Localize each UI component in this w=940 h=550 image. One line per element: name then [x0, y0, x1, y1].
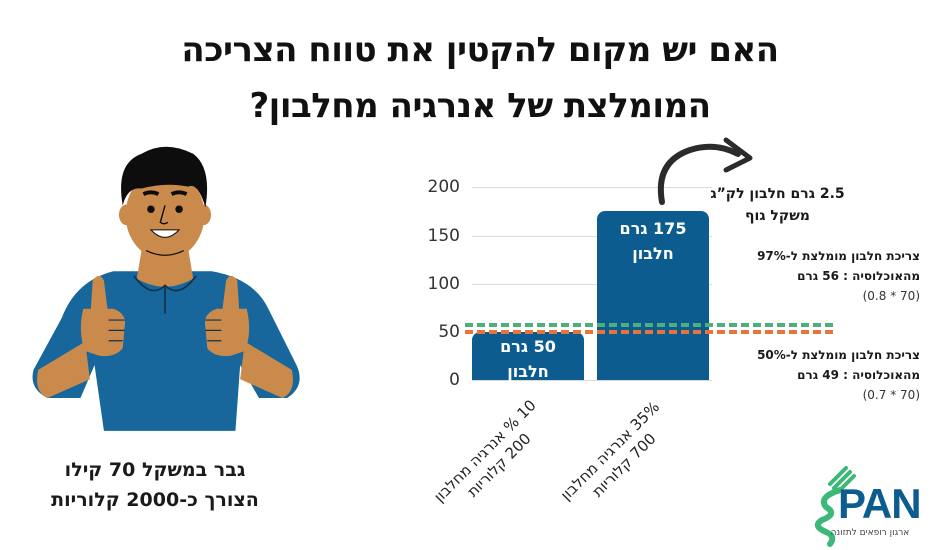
reference-line-97-percent: [465, 323, 833, 327]
y-tick-200: 200: [427, 177, 460, 197]
x-label-35-percent: 35% אנרגיה מחלבון 700 קלוריות: [546, 387, 687, 528]
y-tick-150: 150: [427, 226, 460, 246]
thumbs-up-man-icon: [32, 146, 300, 431]
note-2-5-grams: 2.5 גרם חלבון לק”ג משקל גוף: [700, 183, 855, 227]
note-line-2: מהאוכלוסיה : 49 גרם: [797, 368, 920, 382]
logo-subtitle: ארגון רופאים לתזונה: [830, 528, 910, 538]
bar-label-line-1: 50 גרם: [500, 337, 556, 356]
reference-line-50-percent: [465, 330, 833, 334]
caption-line-1: גבר במשקל 70 קילו: [64, 459, 246, 481]
note-line-2: משקל גוף: [745, 208, 810, 224]
x-label-10-percent: 10 % אנרגיה מחלבון 200 קלוריות: [421, 387, 562, 528]
curved-arrow-icon: [657, 137, 753, 205]
note-97-percent: צריכת חלבון מומלצת ל-97% מהאוכלוסיה : 56…: [730, 246, 920, 306]
y-tick-50: 50: [438, 322, 460, 342]
logo-wordmark: PAN: [838, 480, 922, 527]
gridline-150: [472, 236, 712, 237]
x-label-line-2: 200 קלוריות: [463, 429, 535, 501]
gridline-200: [472, 187, 712, 188]
y-tick-100: 100: [427, 274, 460, 294]
note-line-1: צריכת חלבון מומלצת ל-50%: [757, 348, 920, 362]
gridline-100: [472, 284, 712, 285]
note-line-3: (70 * 0.7): [862, 388, 920, 402]
bar-label-line-2: חלבון: [632, 244, 674, 263]
x-label-line-1: 10 % אנרגיה מחלבון: [430, 396, 540, 506]
y-tick-0: 0: [449, 370, 460, 390]
note-line-1: צריכת חלבון מומלצת ל-97%: [757, 249, 920, 263]
bar-label-line-2: חלבון: [507, 362, 549, 381]
title-line-1: האם יש מקום להקטין את טווח הצריכה: [181, 30, 779, 70]
caption-line-2: הצורך כ-2000 קלוריות: [51, 489, 259, 511]
page-title: האם יש מקום להקטין את טווח הצריכה המומלצ…: [120, 22, 840, 134]
bar-10-percent: 50 גרם חלבון: [472, 332, 584, 381]
bar-35-percent: 175 גרם חלבון: [597, 211, 709, 380]
note-line-3: (70 * 0.8): [862, 289, 920, 303]
x-label-line-2: 700 קלוריות: [588, 429, 660, 501]
pan-logo-icon: [814, 466, 856, 547]
note-line-2: מהאוכלוסיה : 56 גרם: [797, 269, 920, 283]
note-line-1: 2.5 גרם חלבון לק”ג: [710, 186, 845, 202]
title-line-2: המומלצת של אנרגיה מחלבון?: [249, 86, 711, 126]
person-caption: גבר במשקל 70 קילו הצורך כ-2000 קלוריות: [30, 455, 280, 515]
note-50-percent: צריכת חלבון מומלצת ל-50% מהאוכלוסיה : 49…: [730, 345, 920, 405]
bar-label-line-1: 175 גרם: [619, 219, 687, 238]
x-label-line-1: 35% אנרגיה מחלבון: [556, 397, 663, 504]
gridline-0: [472, 380, 712, 381]
